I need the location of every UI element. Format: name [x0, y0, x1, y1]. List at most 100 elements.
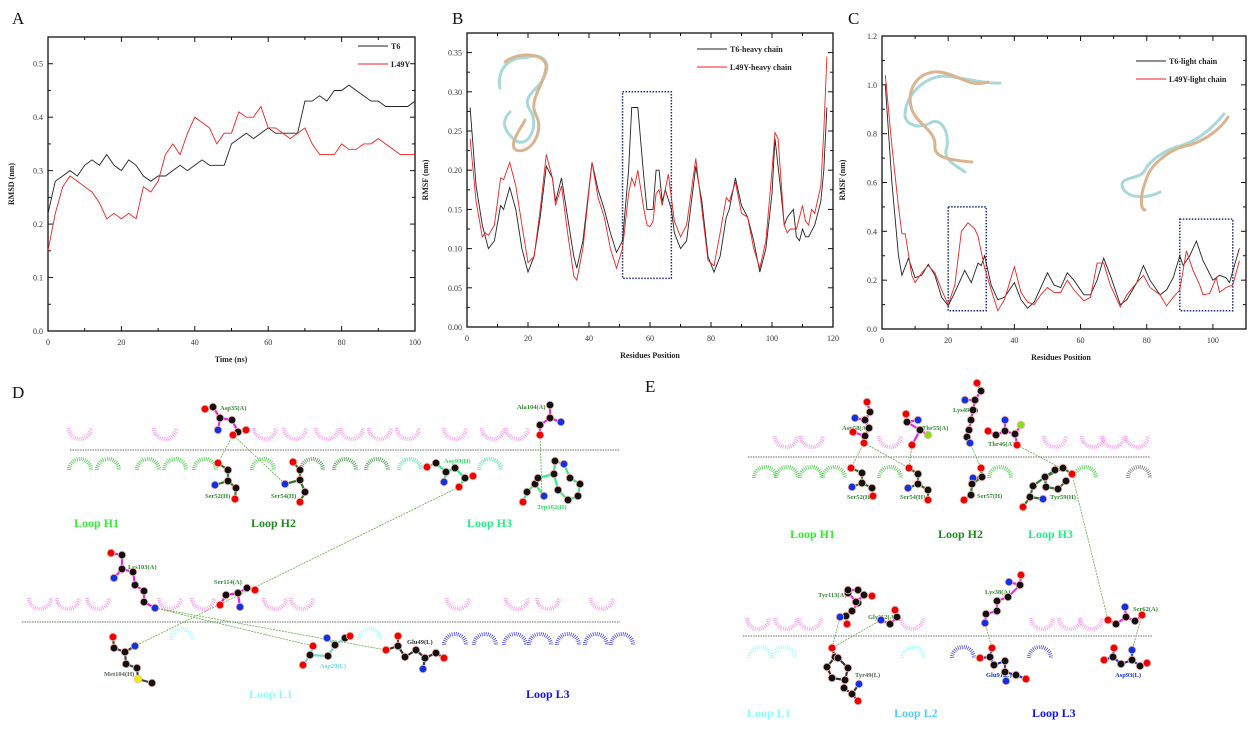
- atom-n: [322, 633, 332, 643]
- residue-label: Asp99(H): [444, 458, 471, 465]
- hydrophobic-contact-arc: [364, 457, 390, 471]
- atom-c: [121, 659, 131, 669]
- hydrogen-bond: [134, 486, 460, 647]
- atom-c: [970, 395, 980, 405]
- atom-c: [864, 423, 874, 433]
- atom-c: [545, 413, 555, 423]
- y-tick-label: 0.30: [448, 88, 462, 97]
- atom-c: [431, 458, 441, 468]
- legend-label: T6-light chain: [1169, 57, 1218, 66]
- atom-c: [867, 483, 877, 493]
- hydrophobic-contact-arc: [162, 457, 188, 471]
- hydrogen-bond: [539, 434, 543, 494]
- panel-label-c: C: [848, 9, 859, 28]
- hydrophobic-contact-arc: [1029, 617, 1055, 631]
- legend-label: T6: [391, 42, 400, 51]
- atom-c: [549, 469, 559, 479]
- atom-c: [117, 550, 127, 560]
- y-tick-label: 0.8: [867, 130, 877, 139]
- hydrophobic-contact-arc: [535, 597, 561, 611]
- hydrophobic-contact-arc: [282, 427, 308, 441]
- residue-label: Ser114(A): [214, 579, 242, 586]
- hydrophobic-contact-arc: [192, 457, 218, 471]
- atom-o: [867, 591, 877, 601]
- atom-c: [128, 567, 138, 577]
- atom-c: [923, 485, 933, 495]
- atom-o: [901, 409, 911, 419]
- atom-c: [843, 663, 853, 673]
- hydrophobic-contact-arc: [504, 427, 530, 441]
- y-tick-label: 1.0: [867, 81, 877, 90]
- atom-o: [1099, 655, 1109, 665]
- hydrophobic-contact-arc: [747, 645, 773, 659]
- atom-c: [533, 473, 543, 483]
- atom-o: [106, 548, 116, 558]
- atom-c: [1108, 652, 1118, 662]
- atom-c: [300, 487, 310, 497]
- atom-o: [439, 653, 449, 663]
- hydrophobic-contact-arc: [1080, 435, 1106, 449]
- atom-c: [411, 645, 421, 655]
- atom-c: [992, 606, 1002, 616]
- legend-label: T6-heavy chain: [730, 45, 783, 54]
- atom-o: [1109, 643, 1119, 653]
- atom-o: [393, 631, 403, 641]
- x-tick-label: 80: [338, 338, 346, 347]
- atom-n: [850, 413, 860, 423]
- residue-label: Thr55(A): [922, 425, 948, 432]
- residue-label: Ser52(H): [205, 493, 230, 500]
- y-tick-label: 0.4: [33, 113, 43, 122]
- atom-n: [280, 479, 290, 489]
- atom-n: [1000, 415, 1010, 425]
- atom-c: [1000, 667, 1010, 677]
- hydrophobic-contact-arc: [169, 627, 195, 641]
- x-tick-label: 40: [1010, 336, 1018, 345]
- legend-label: L49Y-heavy chain: [730, 63, 792, 72]
- y-tick-label: 0.05: [448, 284, 462, 293]
- x-tick-label: 60: [264, 338, 272, 347]
- atom-o: [868, 491, 878, 501]
- hydrogen-bond: [969, 442, 982, 469]
- atom-c: [976, 386, 986, 396]
- atom-c: [305, 650, 315, 660]
- atom-n: [847, 482, 857, 492]
- residue-label: Lys49(A): [953, 407, 978, 414]
- residue-label: Ser62(A): [1133, 606, 1158, 613]
- hydrophobic-contact-arc: [262, 597, 288, 611]
- atom-n: [835, 612, 845, 622]
- y-tick-label: 0.20: [448, 166, 462, 175]
- atom-c: [977, 472, 987, 482]
- residue-label: Asp29(L): [320, 663, 346, 670]
- atom-c: [840, 675, 850, 685]
- panel-label-a: A: [12, 9, 25, 28]
- y-tick-label: 0.1: [33, 274, 43, 283]
- atom-o: [468, 471, 478, 481]
- hydrophobic-contact-arc: [67, 457, 93, 471]
- atom-c: [1058, 463, 1068, 473]
- atom-o: [288, 457, 298, 467]
- highlight-box: [947, 206, 987, 312]
- hydrogen-bond: [831, 619, 882, 649]
- atom-s: [133, 674, 143, 684]
- loop-label: Loop H3: [467, 516, 512, 530]
- atom-o: [298, 660, 308, 670]
- hydrophobic-contact-arc: [821, 465, 847, 479]
- atom-c: [130, 580, 140, 590]
- atom-o: [1137, 610, 1147, 620]
- atom-n: [109, 573, 119, 583]
- hydrophobic-contact-arc: [1042, 435, 1068, 449]
- hydrophobic-contact-arc: [367, 427, 393, 441]
- atom-c: [1116, 659, 1126, 669]
- chart-a-rmsd: 0 20 40 60 80 100 0.0 0.1 0.2 0.3 0.4 0.5 Time (ns) R…: [7, 36, 421, 364]
- atom-c: [992, 596, 1002, 606]
- residue-label: Thr46(A): [988, 441, 1014, 448]
- x-tick-label: 40: [191, 338, 199, 347]
- chart-b-rmsf-heavy: 0 20 40 60 80 100 120 0.00 0.05 0.10 0.15 0.20 0.25 0…: [421, 32, 839, 360]
- atom-o: [853, 696, 863, 706]
- hydrogen-bond: [154, 607, 314, 647]
- hydrophobic-contact-arc: [1100, 435, 1126, 449]
- atom-o: [250, 585, 260, 595]
- atom-n: [235, 602, 245, 612]
- atom-c: [575, 479, 585, 489]
- loop-label: Loop H1: [790, 527, 835, 541]
